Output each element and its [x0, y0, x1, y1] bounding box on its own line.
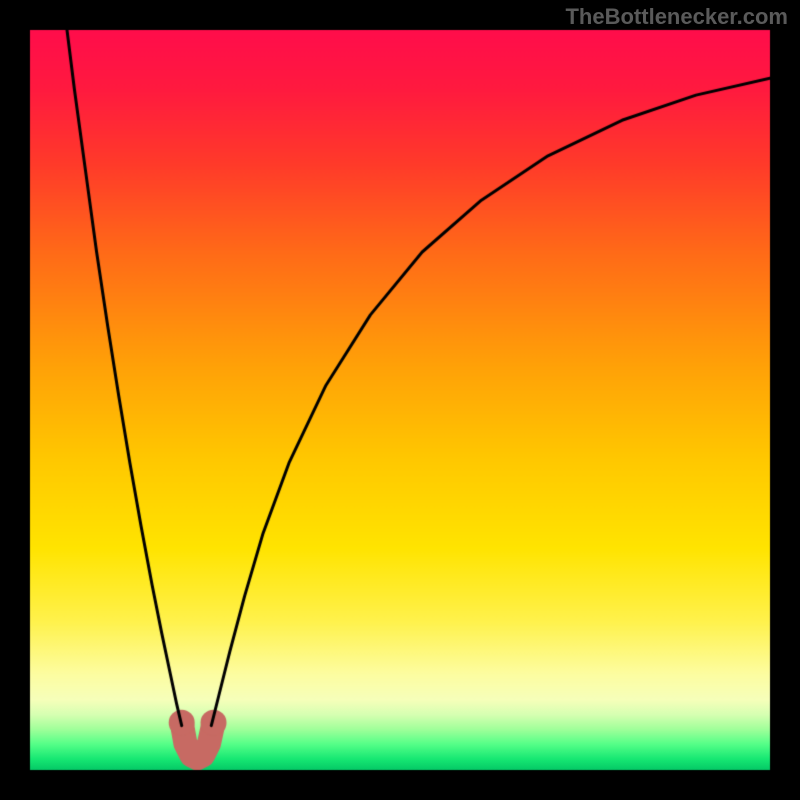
chart-stage: TheBottlenecker.com	[0, 0, 800, 800]
bottleneck-curve-chart	[0, 0, 800, 800]
